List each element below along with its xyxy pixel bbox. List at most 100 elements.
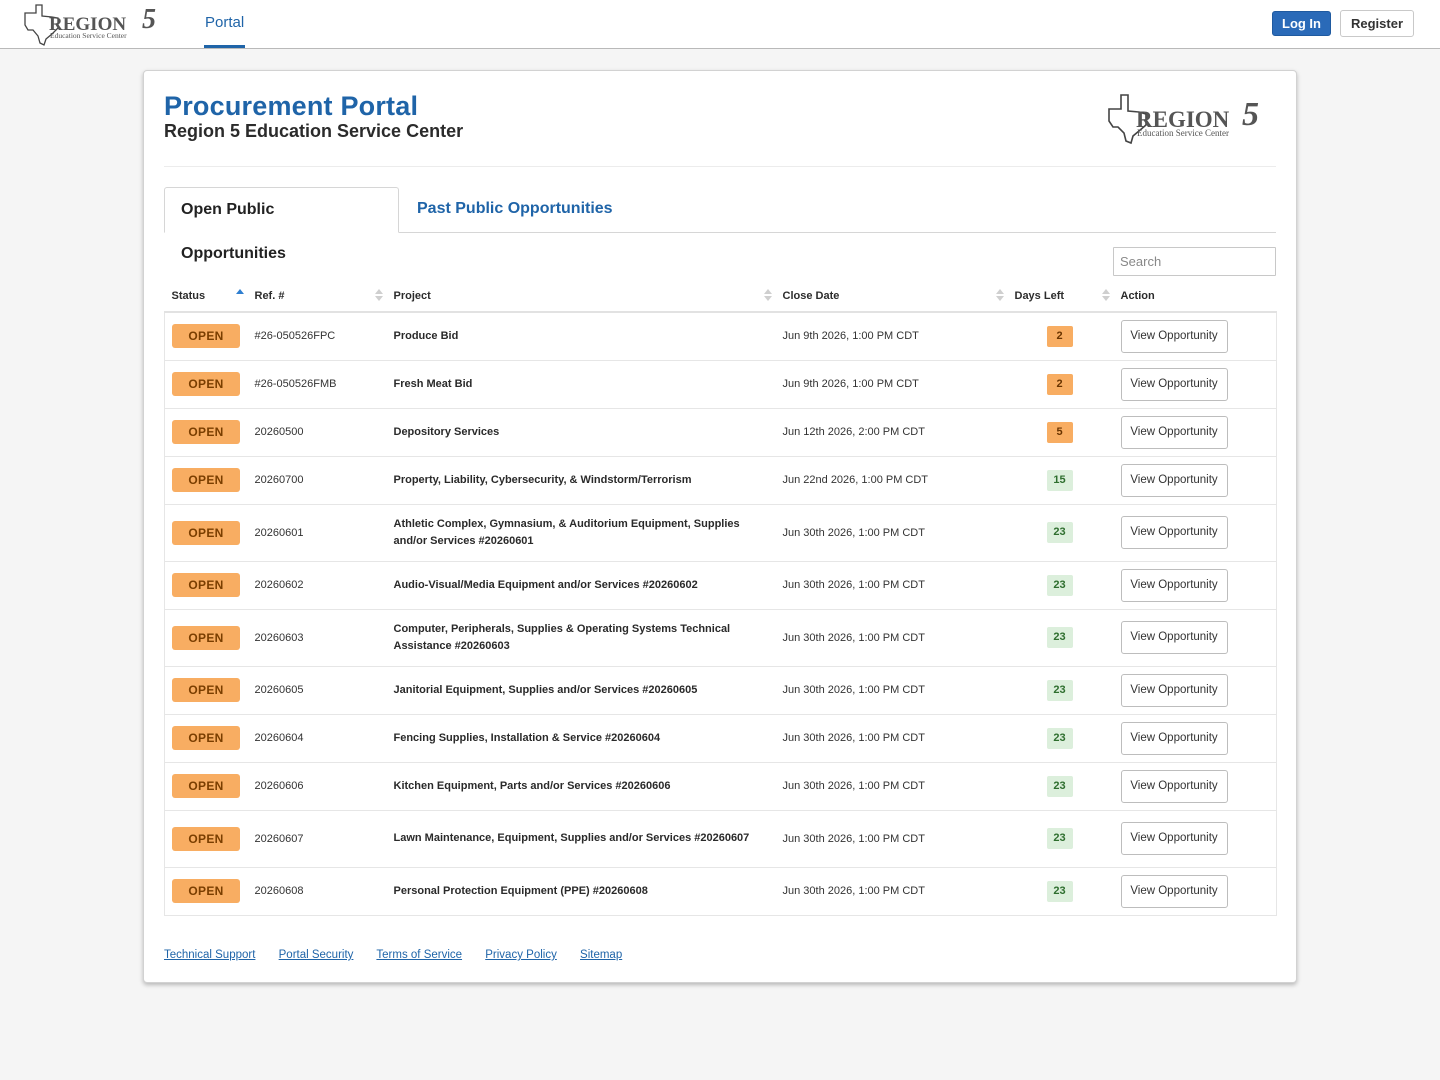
view-opportunity-button[interactable]: View Opportunity — [1120, 367, 1228, 401]
tab-open-opportunities[interactable]: Open Public Opportunities — [164, 187, 399, 262]
ref-cell: 20260500 — [254, 426, 304, 438]
column-header-ref[interactable]: Ref. # — [247, 281, 387, 313]
view-opportunity-button[interactable]: View Opportunity — [1120, 721, 1228, 755]
footer-link-terms-of-service[interactable]: Terms of Service — [376, 949, 463, 961]
action-cell: View Opportunity — [1114, 561, 1277, 609]
close-date-cell: Jun 30th 2026, 1:00 PM CDT — [782, 780, 925, 792]
status-cell: OPEN — [165, 609, 248, 666]
ref-cell: 20260700 — [254, 474, 304, 486]
status-badge: OPEN — [172, 774, 240, 798]
days-left-cell: 23 — [1008, 504, 1114, 561]
view-opportunity-button[interactable]: View Opportunity — [1120, 874, 1228, 908]
table-row: OPEN 20260603 Computer, Peripherals, Suppl… — [164, 609, 1277, 666]
svg-text:Education Service Center: Education Service Center — [50, 31, 127, 40]
footer-link-portal-security[interactable]: Portal Security — [278, 949, 354, 961]
nav-portal-link[interactable]: Portal — [204, 0, 246, 48]
search-input[interactable] — [1113, 247, 1276, 276]
column-header-project[interactable]: Project — [386, 281, 776, 313]
status-badge: OPEN — [172, 420, 240, 444]
column-header-status[interactable]: Status — [164, 281, 248, 313]
opportunity-tabs: Open Public Opportunities Past Public Op… — [164, 187, 1276, 262]
days-left-badge: 23 — [1046, 727, 1073, 749]
footer-link-privacy-policy[interactable]: Privacy Policy — [485, 949, 557, 961]
status-badge: OPEN — [172, 879, 240, 903]
action-cell: View Opportunity — [1114, 408, 1277, 456]
ref-cell: 20260607 — [254, 832, 304, 845]
days-left-badge: 23 — [1046, 627, 1073, 648]
view-opportunity-button[interactable]: View Opportunity — [1120, 319, 1228, 353]
sort-icon — [374, 289, 383, 303]
view-opportunity-button[interactable]: View Opportunity — [1120, 621, 1228, 654]
status-cell: OPEN — [165, 408, 248, 456]
project-cell: Janitorial Equipment, Supplies and/or Se… — [393, 683, 698, 696]
opportunities-table: Status Ref. # Project Close Date Days Le… — [164, 281, 1277, 916]
days-left-badge: 23 — [1046, 880, 1073, 902]
tab-past-opportunities[interactable]: Past Public Opportunities — [417, 200, 613, 217]
status-badge: OPEN — [172, 573, 240, 597]
days-left-cell: 2 — [1008, 360, 1114, 408]
days-left-cell: 23 — [1008, 810, 1114, 867]
status-cell: OPEN — [165, 762, 248, 810]
table-row: OPEN 20260605 Janitorial Equipment, Suppli… — [164, 666, 1277, 714]
table-row: OPEN 20260607 Lawn Maintenance, Equipment,… — [164, 810, 1277, 867]
column-header-days-left[interactable]: Days Left — [1007, 281, 1114, 313]
table-row: OPEN #26-050526FMB Fresh Meat Bid Jun 9th 2… — [164, 360, 1277, 408]
sort-icon — [1101, 289, 1110, 303]
status-cell: OPEN — [165, 360, 248, 408]
action-cell: View Opportunity — [1114, 762, 1277, 810]
close-date-cell: Jun 30th 2026, 1:00 PM CDT — [782, 885, 925, 897]
sort-icon — [763, 289, 772, 303]
days-left-badge: 23 — [1046, 522, 1073, 543]
table-row: OPEN 20260602 Audio-Visual/Media Equipment… — [164, 561, 1277, 609]
region5-logo[interactable]: REGION 5 Education Service Center — [22, 2, 172, 46]
days-left-cell: 23 — [1008, 714, 1114, 762]
footer-links: Technical Support Portal Security Terms … — [164, 949, 642, 961]
days-left-cell: 15 — [1008, 456, 1114, 504]
close-date-cell: Jun 9th 2026, 1:00 PM CDT — [775, 311, 1008, 360]
svg-text:REGION: REGION — [1136, 107, 1230, 132]
days-left-badge: 2 — [1046, 325, 1073, 347]
action-cell: View Opportunity — [1114, 810, 1277, 867]
view-opportunity-button[interactable]: View Opportunity — [1120, 822, 1228, 855]
action-cell: View Opportunity — [1114, 666, 1277, 714]
project-cell: Lawn Maintenance, Equipment, Supplies an… — [393, 832, 750, 844]
page-title: Procurement Portal — [164, 91, 419, 121]
days-left-badge: 23 — [1046, 574, 1073, 596]
svg-text:REGION: REGION — [49, 14, 126, 35]
view-opportunity-button[interactable]: View Opportunity — [1120, 463, 1228, 497]
main-card: Procurement Portal Region 5 Education Se… — [143, 70, 1297, 983]
table-row: OPEN 20260608 Personal Protection Equipmen… — [164, 867, 1277, 915]
days-left-cell: 23 — [1008, 561, 1114, 609]
close-date-cell: Jun 30th 2026, 1:00 PM CDT — [782, 732, 925, 744]
close-date-cell: Jun 30th 2026, 1:00 PM CDT — [782, 579, 925, 591]
days-left-badge: 23 — [1046, 679, 1073, 701]
ref-cell: #26-050526FPC — [247, 311, 387, 360]
action-cell: View Opportunity — [1114, 609, 1277, 666]
view-opportunity-button[interactable]: View Opportunity — [1120, 568, 1228, 602]
project-cell: Produce Bid — [386, 311, 776, 360]
close-date-cell: Jun 22nd 2026, 1:00 PM CDT — [782, 474, 929, 486]
footer-link-technical-support[interactable]: Technical Support — [164, 949, 256, 961]
action-cell: View Opportunity — [1113, 311, 1277, 360]
days-left-cell: 23 — [1008, 609, 1114, 666]
status-badge: OPEN — [172, 678, 240, 702]
svg-text:Education Service Center: Education Service Center — [1137, 128, 1229, 138]
view-opportunity-button[interactable]: View Opportunity — [1120, 516, 1228, 549]
ref-cell: 20260603 — [254, 631, 304, 644]
register-button[interactable]: Register — [1340, 10, 1414, 37]
project-cell: Fresh Meat Bid — [393, 377, 473, 390]
view-opportunity-button[interactable]: View Opportunity — [1120, 673, 1228, 707]
column-header-close-date[interactable]: Close Date — [775, 281, 1008, 313]
status-badge: OPEN — [172, 520, 240, 545]
view-opportunity-button[interactable]: View Opportunity — [1120, 769, 1228, 803]
project-cell: Property, Liability, Cybersecurity, & Wi… — [393, 473, 692, 486]
footer-link-sitemap[interactable]: Sitemap — [580, 949, 623, 961]
login-button[interactable]: Log In — [1272, 11, 1331, 36]
project-cell: Audio-Visual/Media Equipment and/or Serv… — [393, 578, 698, 591]
status-cell: OPEN — [165, 561, 248, 609]
table-header-row: Status Ref. # Project Close Date Days Le… — [164, 281, 1277, 313]
view-opportunity-button[interactable]: View Opportunity — [1120, 415, 1228, 449]
ref-cell: 20260602 — [254, 579, 304, 591]
status-cell: OPEN — [165, 456, 248, 504]
column-header-action: Action — [1113, 281, 1277, 313]
